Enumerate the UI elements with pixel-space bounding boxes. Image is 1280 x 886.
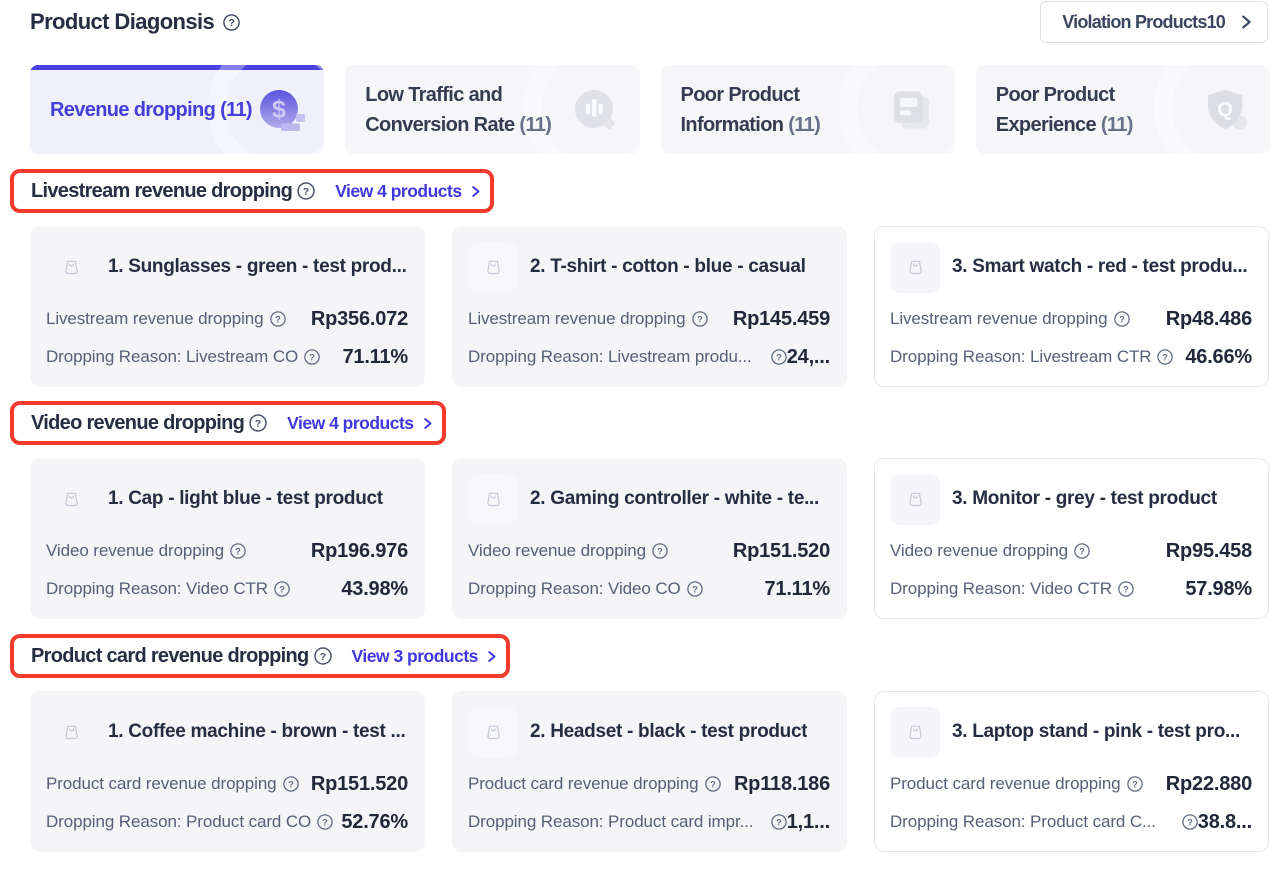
- svg-text:?: ?: [1163, 352, 1169, 362]
- svg-text:?: ?: [1119, 314, 1125, 324]
- svg-text:?: ?: [1123, 584, 1129, 594]
- svg-text:?: ?: [692, 584, 698, 594]
- svg-text:?: ?: [235, 546, 241, 556]
- svg-text:?: ?: [776, 817, 782, 827]
- svg-text:$: $: [272, 96, 286, 124]
- svg-text:?: ?: [275, 314, 281, 324]
- svg-text:?: ?: [309, 352, 315, 362]
- svg-text:?: ?: [710, 779, 716, 789]
- svg-text:?: ?: [279, 584, 285, 594]
- svg-text:?: ?: [288, 779, 294, 789]
- svg-text:?: ?: [322, 817, 328, 827]
- svg-text:?: ?: [697, 314, 703, 324]
- svg-text:?: ?: [1079, 546, 1085, 556]
- svg-text:?: ?: [319, 651, 325, 663]
- svg-text:?: ?: [1187, 817, 1193, 827]
- svg-text:?: ?: [1132, 779, 1138, 789]
- svg-text:?: ?: [303, 186, 309, 198]
- svg-text:?: ?: [776, 352, 782, 362]
- svg-text:?: ?: [255, 418, 261, 430]
- svg-text:?: ?: [229, 18, 235, 29]
- svg-text:Q: Q: [1217, 99, 1233, 121]
- svg-text:?: ?: [657, 546, 663, 556]
